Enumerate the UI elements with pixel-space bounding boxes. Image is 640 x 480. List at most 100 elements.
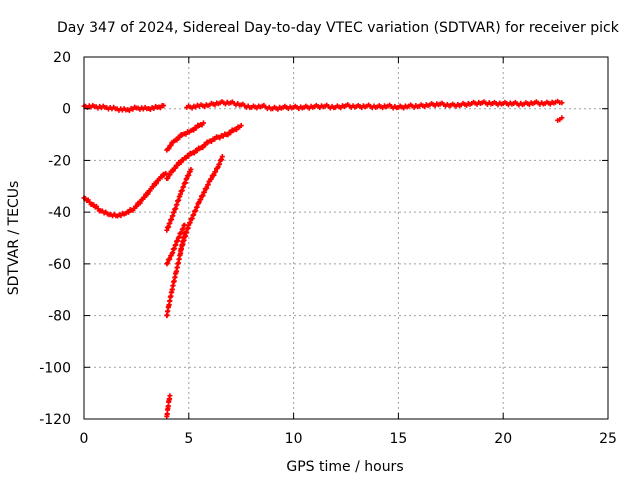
x-tick-label: 10 [285,431,303,447]
data-point [150,184,156,190]
data-point [215,101,221,107]
data-point [167,396,173,402]
data-point [196,200,202,206]
data-point [436,102,442,108]
data-point [126,209,132,215]
data-point [187,169,193,175]
data-point [193,125,199,131]
data-point [142,194,148,200]
x-tick-label: 15 [389,431,407,447]
y-tick-label: -100 [39,360,71,376]
data-series [164,120,206,153]
data-point [212,136,218,142]
data-point [183,176,189,182]
data-series [164,222,188,267]
data-point [132,104,138,110]
data-point [172,165,178,171]
data-point [191,127,197,133]
data-point [530,101,536,107]
data-point [181,231,187,237]
data-point [90,102,96,108]
data-point [247,105,253,111]
x-axis-title: GPS time / hours [286,459,403,475]
data-point [362,104,368,110]
data-point [425,103,431,109]
data-point [183,155,189,161]
data-point [111,104,117,110]
data-point [186,153,192,159]
data-point [180,157,186,163]
data-point [299,105,305,111]
y-tick-label: -120 [39,412,71,428]
data-point [331,105,337,111]
x-tick-label: 20 [494,431,512,447]
data-point [181,222,187,228]
data-point [175,238,181,244]
data-point [205,103,211,109]
x-tick-label: 5 [184,431,193,447]
data-point [498,101,504,107]
axis-ticks: 0 5 10 15 20 25 20 0 -20 -40 -60 -80 -100 -120 [39,50,617,447]
data-point [191,150,197,156]
data-point [477,100,483,106]
data-point [165,175,171,181]
data-point [113,213,119,219]
data-series [164,393,173,419]
data-point [310,104,316,110]
data-point [147,188,153,194]
data-point [352,104,358,110]
grid-lines [84,57,608,419]
data-point [159,174,165,180]
data-point [137,200,143,206]
y-tick-label: -60 [48,257,71,273]
data-point [171,209,177,215]
y-tick-label: -80 [48,309,71,325]
data-point [278,105,284,111]
data-point [373,104,379,110]
data-point [519,102,525,108]
data-point [177,134,183,140]
data-point [415,104,421,110]
data-point [168,253,174,259]
data-point [100,103,106,109]
data-series [164,230,188,319]
plot-frame [83,56,609,420]
data-series [164,166,194,233]
data-point [551,100,557,106]
data-point [183,131,189,137]
data-series [555,115,565,123]
data-point [145,191,151,197]
data-point [559,115,565,121]
data-point [142,104,148,110]
data-point [175,162,181,168]
y-tick-label: -40 [48,205,71,221]
data-point [233,127,239,133]
data-point [200,145,206,151]
data-point [185,225,191,231]
data-point [121,106,127,112]
data-point [170,168,176,174]
data-points [81,98,565,419]
y-tick-label: 20 [53,50,71,66]
data-point [161,171,167,177]
data-point [208,138,214,144]
data-point [236,102,242,108]
data-point [222,131,228,137]
data-point [540,101,546,107]
data-point [121,211,127,217]
data-point [488,101,494,107]
data-point [177,193,183,199]
data-point [130,207,136,213]
data-point [225,132,231,138]
data-point [213,134,219,140]
y-tick-label: 0 [62,102,71,118]
data-point [457,103,463,109]
data-point [228,130,234,136]
data-point [166,146,172,152]
data-point [219,156,225,162]
data-point [153,181,159,187]
data-point [446,103,452,109]
data-point [134,203,140,209]
data-point [268,106,274,112]
